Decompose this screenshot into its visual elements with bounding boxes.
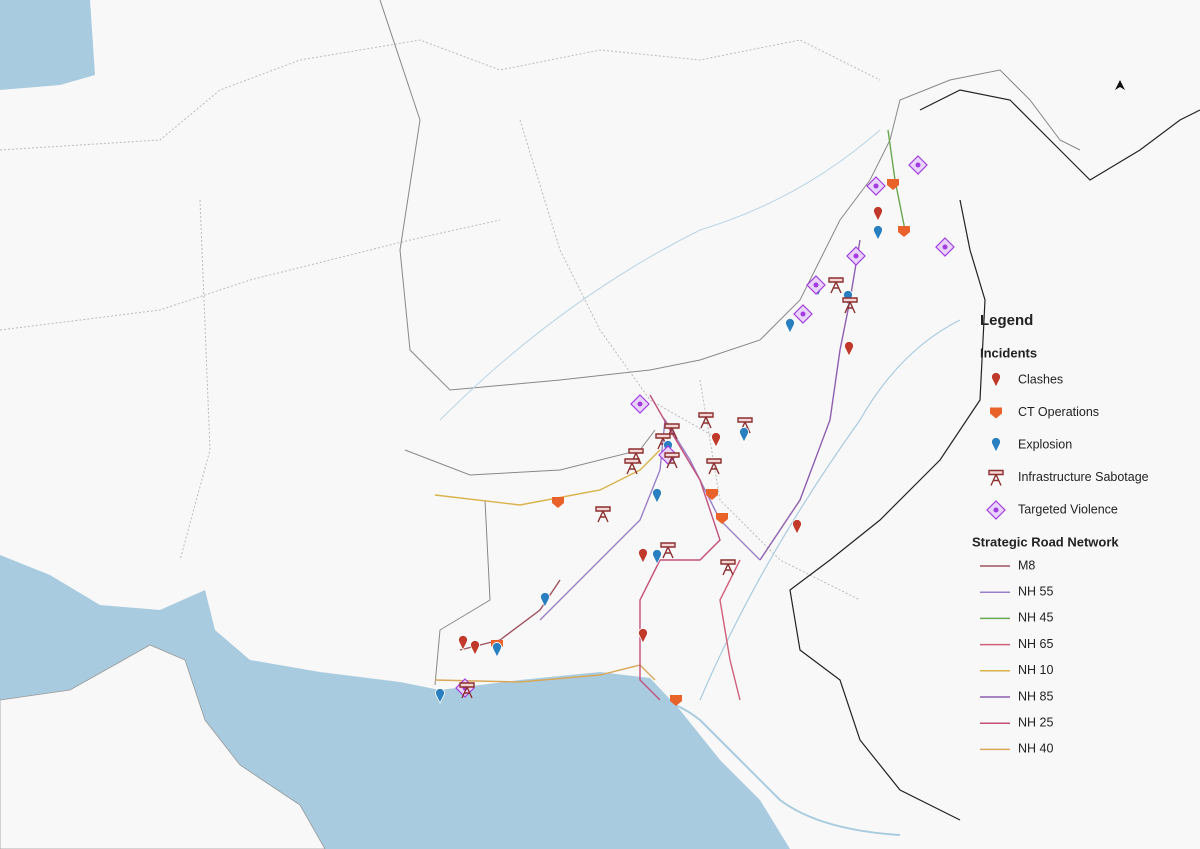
legend-label: Explosion xyxy=(1018,437,1072,451)
shield-icon xyxy=(990,407,1002,419)
legend-label: NH 25 xyxy=(1018,715,1053,729)
legend-label: M8 xyxy=(1018,558,1035,572)
pin-icon xyxy=(785,318,795,334)
legend-label: NH 65 xyxy=(1018,637,1053,651)
diamond-dot xyxy=(813,282,819,288)
legend-label: NH 10 xyxy=(1018,663,1053,677)
legend-label: NH 45 xyxy=(1018,611,1053,625)
pin-icon xyxy=(470,640,480,656)
legend-heading: Strategic Road Network xyxy=(972,534,1119,549)
pin-icon xyxy=(492,642,502,658)
shield-icon xyxy=(670,695,682,706)
north-arrow xyxy=(1115,80,1125,90)
pin-icon xyxy=(873,206,883,222)
incident-markers xyxy=(435,155,955,706)
roads xyxy=(434,129,906,701)
diamond-dot xyxy=(800,311,806,317)
pin-icon xyxy=(739,427,749,443)
diamond-dot xyxy=(942,244,948,250)
tower-icon xyxy=(988,469,1004,486)
tower-icon xyxy=(842,297,858,314)
diamond-dot xyxy=(853,253,859,259)
tower-icon xyxy=(624,458,640,475)
tower-icon xyxy=(459,682,475,699)
legend-label: Infrastructure Sabotage xyxy=(1018,470,1149,484)
pin-icon xyxy=(792,519,802,535)
tower-icon xyxy=(655,433,671,450)
legend-label: NH 85 xyxy=(1018,689,1053,703)
legend-heading: Incidents xyxy=(980,345,1037,360)
legend-title: Legend xyxy=(980,312,1033,329)
pin-icon xyxy=(991,437,1001,453)
diamond-dot xyxy=(993,507,999,513)
legend: Legend Incidents Strategic Road Network … xyxy=(972,312,1149,756)
pin-icon xyxy=(638,628,648,644)
legend-label: Clashes xyxy=(1018,372,1063,386)
legend-label: CT Operations xyxy=(1018,405,1099,419)
tower-icon xyxy=(706,458,722,475)
pin-icon xyxy=(638,548,648,564)
diamond-dot xyxy=(915,162,921,168)
pin-icon xyxy=(652,549,662,565)
pin-icon xyxy=(711,432,721,448)
pin-icon xyxy=(435,688,445,704)
legend-label: NH 40 xyxy=(1018,742,1053,756)
pin-icon xyxy=(652,488,662,504)
pin-icon xyxy=(458,635,468,651)
tower-icon xyxy=(698,412,714,429)
diamond-dot xyxy=(873,183,879,189)
shield-icon xyxy=(887,179,899,190)
shield-icon xyxy=(716,513,728,524)
tower-icon xyxy=(660,542,676,559)
shield-icon xyxy=(898,226,910,237)
tower-icon xyxy=(664,452,680,469)
pin-icon xyxy=(540,592,550,608)
diamond-dot xyxy=(637,401,643,407)
tower-icon xyxy=(720,559,736,576)
legend-label: NH 55 xyxy=(1018,584,1053,598)
pin-icon xyxy=(991,372,1001,388)
shield-icon xyxy=(552,497,564,508)
tower-icon xyxy=(595,506,611,523)
shield-icon xyxy=(706,489,718,500)
legend-label: Targeted Violence xyxy=(1018,502,1118,516)
pin-icon xyxy=(873,225,883,241)
pin-icon xyxy=(844,341,854,357)
sea xyxy=(0,0,790,849)
tower-icon xyxy=(828,277,844,294)
